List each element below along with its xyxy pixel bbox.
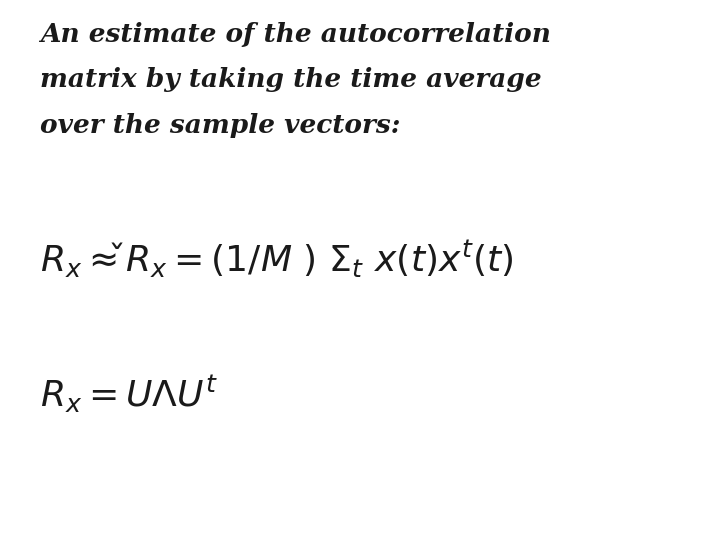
- Text: matrix by taking the time average: matrix by taking the time average: [40, 68, 541, 92]
- Text: An estimate of the autocorrelation: An estimate of the autocorrelation: [40, 22, 551, 46]
- Text: $R_{x} = U\Lambda U^{t}$: $R_{x} = U\Lambda U^{t}$: [40, 374, 217, 415]
- Text: $R_{x} \approx \check{R}_{x} = (1/M\ )\ \Sigma_{t}\ x(t)x^{t}(t)$: $R_{x} \approx \check{R}_{x} = (1/M\ )\ …: [40, 239, 513, 280]
- Text: over the sample vectors:: over the sample vectors:: [40, 113, 400, 138]
